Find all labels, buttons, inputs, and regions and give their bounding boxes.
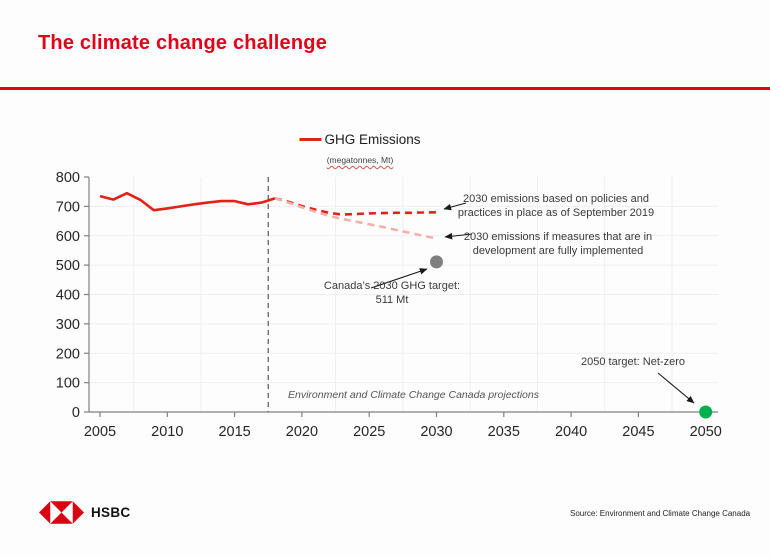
annotation-measures: 2030 emissions if measures that are in d… — [463, 231, 653, 257]
chart-legend: GHG Emissions — [299, 132, 421, 147]
legend-line-swatch — [299, 138, 322, 141]
x-tick-label: 2010 — [151, 424, 183, 440]
y-tick-label: 200 — [56, 346, 80, 362]
title-rule — [0, 87, 770, 90]
annotation-arrow-3 — [657, 372, 695, 404]
target-point-1 — [699, 405, 713, 419]
x-tick-label: 2030 — [420, 424, 452, 440]
y-tick-label: 800 — [56, 170, 80, 186]
x-tick-label: 2005 — [84, 424, 116, 440]
source-text: Source: Environment and Climate Change C… — [570, 509, 751, 518]
annotation-policies: 2030 emissions based on policies and pra… — [457, 193, 655, 219]
target-point-0 — [430, 255, 443, 269]
x-tick-label: 2045 — [622, 424, 654, 440]
x-tick-label: 2040 — [555, 424, 587, 440]
chart-axes: 0 100 200 300 400 500 600 700 800 2005 2010 2015 202… — [56, 170, 722, 440]
y-tick-label: 500 — [56, 258, 80, 274]
chart-series — [99, 191, 437, 240]
legend-label: GHG Emissions — [324, 132, 421, 147]
y-tick-label: 400 — [56, 288, 80, 304]
annotation-arrow-1 — [444, 232, 473, 240]
projection-note: Environment and Climate Change Canada pr… — [288, 389, 539, 401]
legend-units: (megatonnes, Mt) — [327, 155, 394, 165]
logo-text: HSBC — [91, 505, 131, 520]
annotation-2050-target: 2050 target: Net-zero — [581, 356, 685, 368]
hsbc-hexagon-icon — [39, 501, 84, 524]
chart-points — [430, 255, 713, 419]
y-tick-label: 300 — [56, 317, 80, 333]
x-tick-label: 2020 — [286, 424, 318, 440]
y-tick-label: 600 — [56, 229, 80, 245]
x-tick-label: 2035 — [488, 424, 520, 440]
y-tick-label: 100 — [56, 376, 80, 392]
x-tick-label: 2015 — [218, 424, 250, 440]
series-line-0 — [99, 191, 276, 212]
annotation-2030-target: Canada’s 2030 GHG target: 511 Mt — [323, 280, 461, 306]
legend-units-text: (megatonnes, Mt) — [326, 155, 394, 165]
x-tick-label: 2025 — [353, 424, 385, 440]
y-tick-label: 0 — [72, 405, 80, 421]
annotation-arrow-0 — [443, 202, 467, 211]
series-line-2 — [274, 197, 437, 240]
y-tick-label: 700 — [56, 199, 80, 215]
annotation-arrows — [370, 202, 695, 404]
page-title: The climate change challenge — [38, 32, 328, 54]
hsbc-logo: HSBC — [39, 501, 130, 524]
x-tick-label: 2050 — [690, 424, 722, 440]
annotation-arrow-2 — [370, 268, 428, 289]
